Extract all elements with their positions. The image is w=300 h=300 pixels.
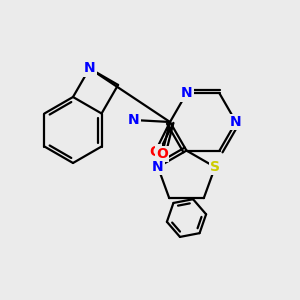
Text: S: S: [210, 160, 220, 174]
Text: N: N: [84, 61, 95, 75]
Text: N: N: [128, 113, 140, 127]
Text: N: N: [230, 115, 242, 129]
Text: O: O: [149, 145, 161, 159]
Text: N: N: [181, 86, 192, 100]
Text: N: N: [152, 160, 164, 174]
Text: O: O: [156, 147, 168, 161]
